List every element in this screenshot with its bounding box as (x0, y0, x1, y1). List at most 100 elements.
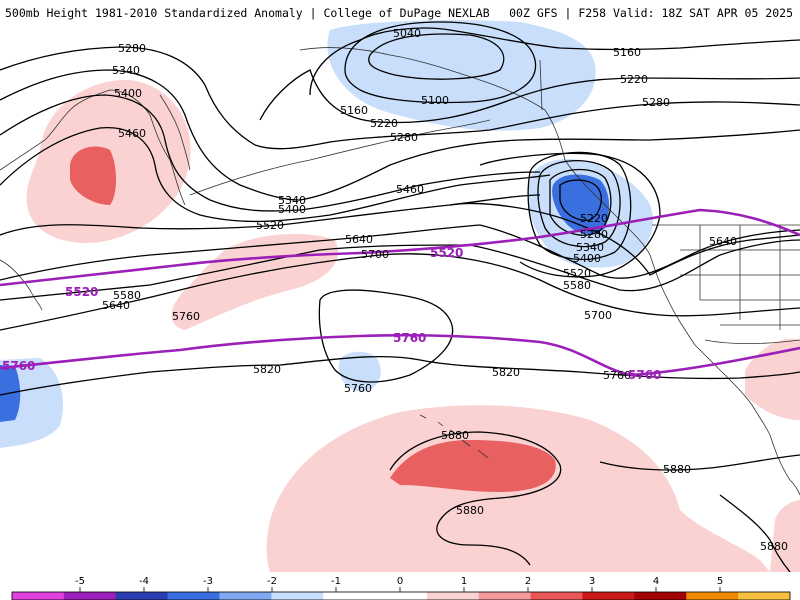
contour-5580-west (0, 224, 481, 281)
positive-anomaly-eastern-us (770, 500, 800, 572)
contour-5880-southeast (719, 494, 791, 572)
contour-5640-east (469, 239, 800, 292)
colorbar-swatch (738, 592, 791, 600)
colorbar-tick-label: 2 (525, 576, 531, 587)
label-5820-a: 5820 (253, 363, 281, 376)
label-5160-a: 5160 (340, 104, 368, 117)
contour-bc-low-5400 (527, 151, 632, 261)
us-west-coast (649, 254, 726, 376)
colorbar-swatch (12, 592, 65, 600)
label-climo-5760-a: 5760 (2, 359, 35, 373)
contour-bc-low-5220 (559, 179, 602, 221)
contour-bc-low-5340 (537, 160, 621, 248)
label-5220-c: 5220 (580, 212, 608, 225)
label-climo-5520-b: 5520 (430, 246, 463, 260)
positive-anomaly-central-pacific-north (171, 233, 338, 330)
contour-5880-hawaii (389, 431, 562, 566)
contour-5700 (0, 253, 800, 331)
contour-5100 (344, 21, 537, 104)
aleutians (189, 119, 491, 196)
contour-5220 (259, 69, 800, 124)
climo-5760 (0, 333, 800, 377)
colorbar-tick-label: -3 (203, 576, 213, 587)
label-5340-a: 5340 (112, 64, 140, 77)
label-5760-b: 5760 (344, 382, 372, 395)
colorbar-tick-label: -5 (75, 576, 85, 587)
colorbar-swatch (634, 592, 687, 600)
hawaii-islands (419, 414, 489, 459)
anomaly-colorbar: -5 -4 -3 -2 -1 0 1 2 3 4 5 (11, 576, 791, 600)
colorbar-tick-label: -4 (139, 576, 149, 587)
japan-coast (0, 259, 43, 311)
us-state-lines (680, 225, 800, 330)
contour-5580-east (479, 224, 800, 279)
climo-5520 (0, 208, 800, 287)
colorbar-swatch (167, 592, 220, 600)
label-5400-c: 5400 (573, 252, 601, 265)
colorbar-tick-label: 0 (397, 576, 403, 587)
colorbar-tick-label: 3 (589, 576, 595, 587)
label-5100: 5100 (421, 94, 449, 107)
colorbar-swatch (426, 592, 480, 600)
map-title: 500mb Height 1981-2010 Standardized Anom… (5, 6, 490, 20)
colorbar-swatch (271, 592, 324, 600)
kamchatka-coast (159, 94, 191, 171)
climatology-lines (0, 208, 800, 377)
label-5400-a: 5400 (114, 87, 142, 100)
positive-anomaly-west-pacific-core (70, 146, 116, 205)
model-run-info: 00Z GFS | F258 Valid: 18Z SAT APR 05 202… (509, 6, 793, 20)
label-5520-a: 5520 (256, 219, 284, 232)
colorbar-border (11, 591, 791, 600)
label-5760-a: 5760 (172, 310, 200, 323)
baja-coast (724, 374, 771, 436)
label-5760-c: 5760 (603, 369, 631, 382)
contour-5400 (0, 94, 541, 212)
positive-anomaly-mexico (745, 338, 800, 420)
colorbar-swatches (11, 591, 791, 600)
alaska-coast (299, 47, 566, 161)
label-5880-b: 5880 (456, 504, 484, 517)
colorbar-ticks: -5 -4 -3 -2 -1 0 1 2 3 4 5 (75, 576, 723, 592)
label-5640-a: 5640 (345, 233, 373, 246)
height-contours (0, 21, 800, 572)
contour-5160 (309, 27, 800, 96)
climatology-labels: 5520 5520 5760 5760 5760 (2, 246, 661, 382)
weather-map: 5280 5340 5400 5460 5040 5100 5160 5220 … (0, 20, 800, 572)
colorbar-swatch (686, 592, 739, 600)
label-5040: 5040 (393, 27, 421, 40)
header: 500mb Height 1981-2010 Standardized Anom… (0, 0, 800, 26)
contour-5520-west (0, 194, 541, 236)
contour-5040 (368, 33, 505, 80)
label-5640-b: 5640 (102, 299, 130, 312)
label-5700-b: 5700 (584, 309, 612, 322)
label-5280-d: 5280 (580, 228, 608, 241)
contour-bc-low-5280 (549, 168, 612, 236)
label-5460-b: 5460 (396, 183, 424, 196)
label-5460-a: 5460 (118, 127, 146, 140)
contour-5760-loop (318, 289, 454, 383)
contour-5460 (0, 127, 551, 223)
label-5220-a: 5220 (370, 117, 398, 130)
contour-5880-east (599, 454, 800, 471)
label-5400-b: 5400 (278, 203, 306, 216)
label-5880-c: 5880 (663, 463, 691, 476)
label-5580-b: 5580 (563, 279, 591, 292)
positive-anomaly-hawaii-core (390, 440, 556, 492)
colorbar-swatch (323, 592, 376, 600)
label-5280-c: 5280 (642, 96, 670, 109)
label-climo-5520-a: 5520 (65, 285, 98, 299)
label-5280-a: 5280 (118, 42, 146, 55)
label-5580-a: 5580 (113, 289, 141, 302)
mexico-coast (769, 434, 800, 496)
label-5280-b: 5280 (390, 131, 418, 144)
label-climo-5760-c: 5760 (628, 368, 661, 382)
colorbar-swatch (219, 592, 272, 600)
colorbar-swatch (478, 592, 532, 600)
colorbar-swatch (115, 592, 169, 600)
label-5520-b: 5520 (563, 267, 591, 280)
label-5340-b: 5340 (278, 194, 306, 207)
colorbar-swatch (63, 592, 117, 600)
height-contour-labels: 5280 5340 5400 5460 5040 5100 5160 5220 … (102, 27, 788, 553)
asia-coast (0, 89, 186, 206)
label-5220-b: 5220 (620, 73, 648, 86)
